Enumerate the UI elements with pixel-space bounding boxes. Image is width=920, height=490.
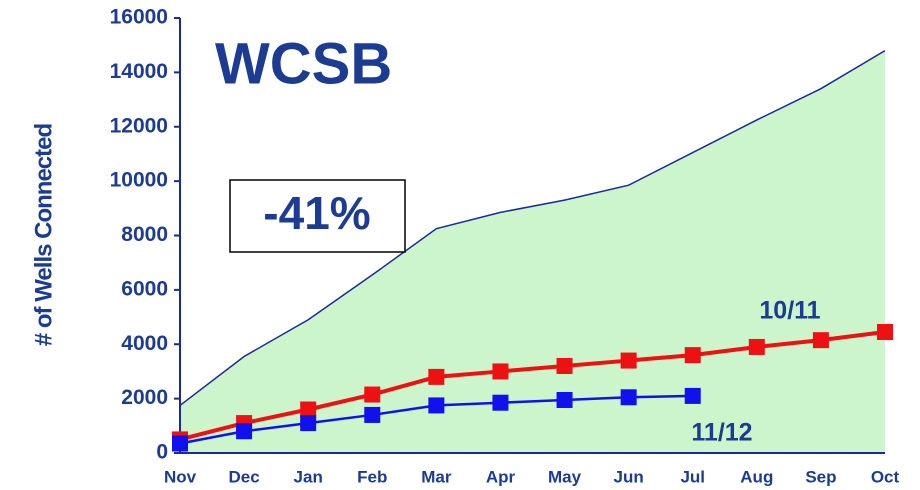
x-tick-label: Jan xyxy=(294,467,323,486)
marker xyxy=(364,386,381,403)
marker xyxy=(620,352,637,369)
x-tick-label: Oct xyxy=(871,467,900,486)
marker xyxy=(236,423,253,440)
y-tick-label: 14000 xyxy=(110,60,168,83)
y-tick-label: 10000 xyxy=(110,169,168,192)
x-tick-label: May xyxy=(548,467,582,486)
marker xyxy=(492,363,509,380)
line xyxy=(179,330,886,442)
y-tick-label: 12000 xyxy=(110,114,168,137)
y-tick-label: 2000 xyxy=(121,386,168,409)
x-tick-label: Dec xyxy=(228,467,259,486)
marker xyxy=(556,358,573,374)
series-label: 10/11 xyxy=(759,297,820,325)
marker xyxy=(877,324,893,341)
marker xyxy=(492,394,509,411)
annotation: -41% xyxy=(263,187,370,239)
x-tick-label: Mar xyxy=(421,467,452,486)
marker xyxy=(300,401,317,418)
y-tick-label: 8000 xyxy=(121,223,168,246)
x-tick-label: Jul xyxy=(680,467,705,486)
marker xyxy=(364,406,381,423)
y-tick-label: 16000 xyxy=(110,6,168,29)
x-tick-label: Aug xyxy=(740,467,773,486)
marker xyxy=(428,397,445,414)
marker xyxy=(556,391,573,408)
marker xyxy=(812,332,829,349)
series-label: 11/12 xyxy=(691,419,752,447)
x-tick-label: Sep xyxy=(805,467,836,486)
marker xyxy=(684,387,701,404)
annotation-box xyxy=(229,179,406,253)
y-tick-label: 0 xyxy=(156,441,168,464)
area-line xyxy=(179,49,886,407)
marker xyxy=(172,435,188,452)
x-tick-label: Jun xyxy=(614,467,644,486)
marker xyxy=(300,415,317,432)
y-axis-label: # of Wells Connected xyxy=(30,124,57,347)
x-tick-label: Feb xyxy=(357,467,387,486)
y-tick-label: 4000 xyxy=(121,332,168,355)
marker xyxy=(684,347,701,364)
marker xyxy=(620,389,637,406)
x-tick-label: Apr xyxy=(486,467,516,486)
marker xyxy=(428,368,445,385)
marker xyxy=(748,338,765,355)
annotation: WCSB xyxy=(215,31,392,96)
y-tick-label: 6000 xyxy=(121,277,168,300)
x-tick-label: Nov xyxy=(164,467,197,486)
